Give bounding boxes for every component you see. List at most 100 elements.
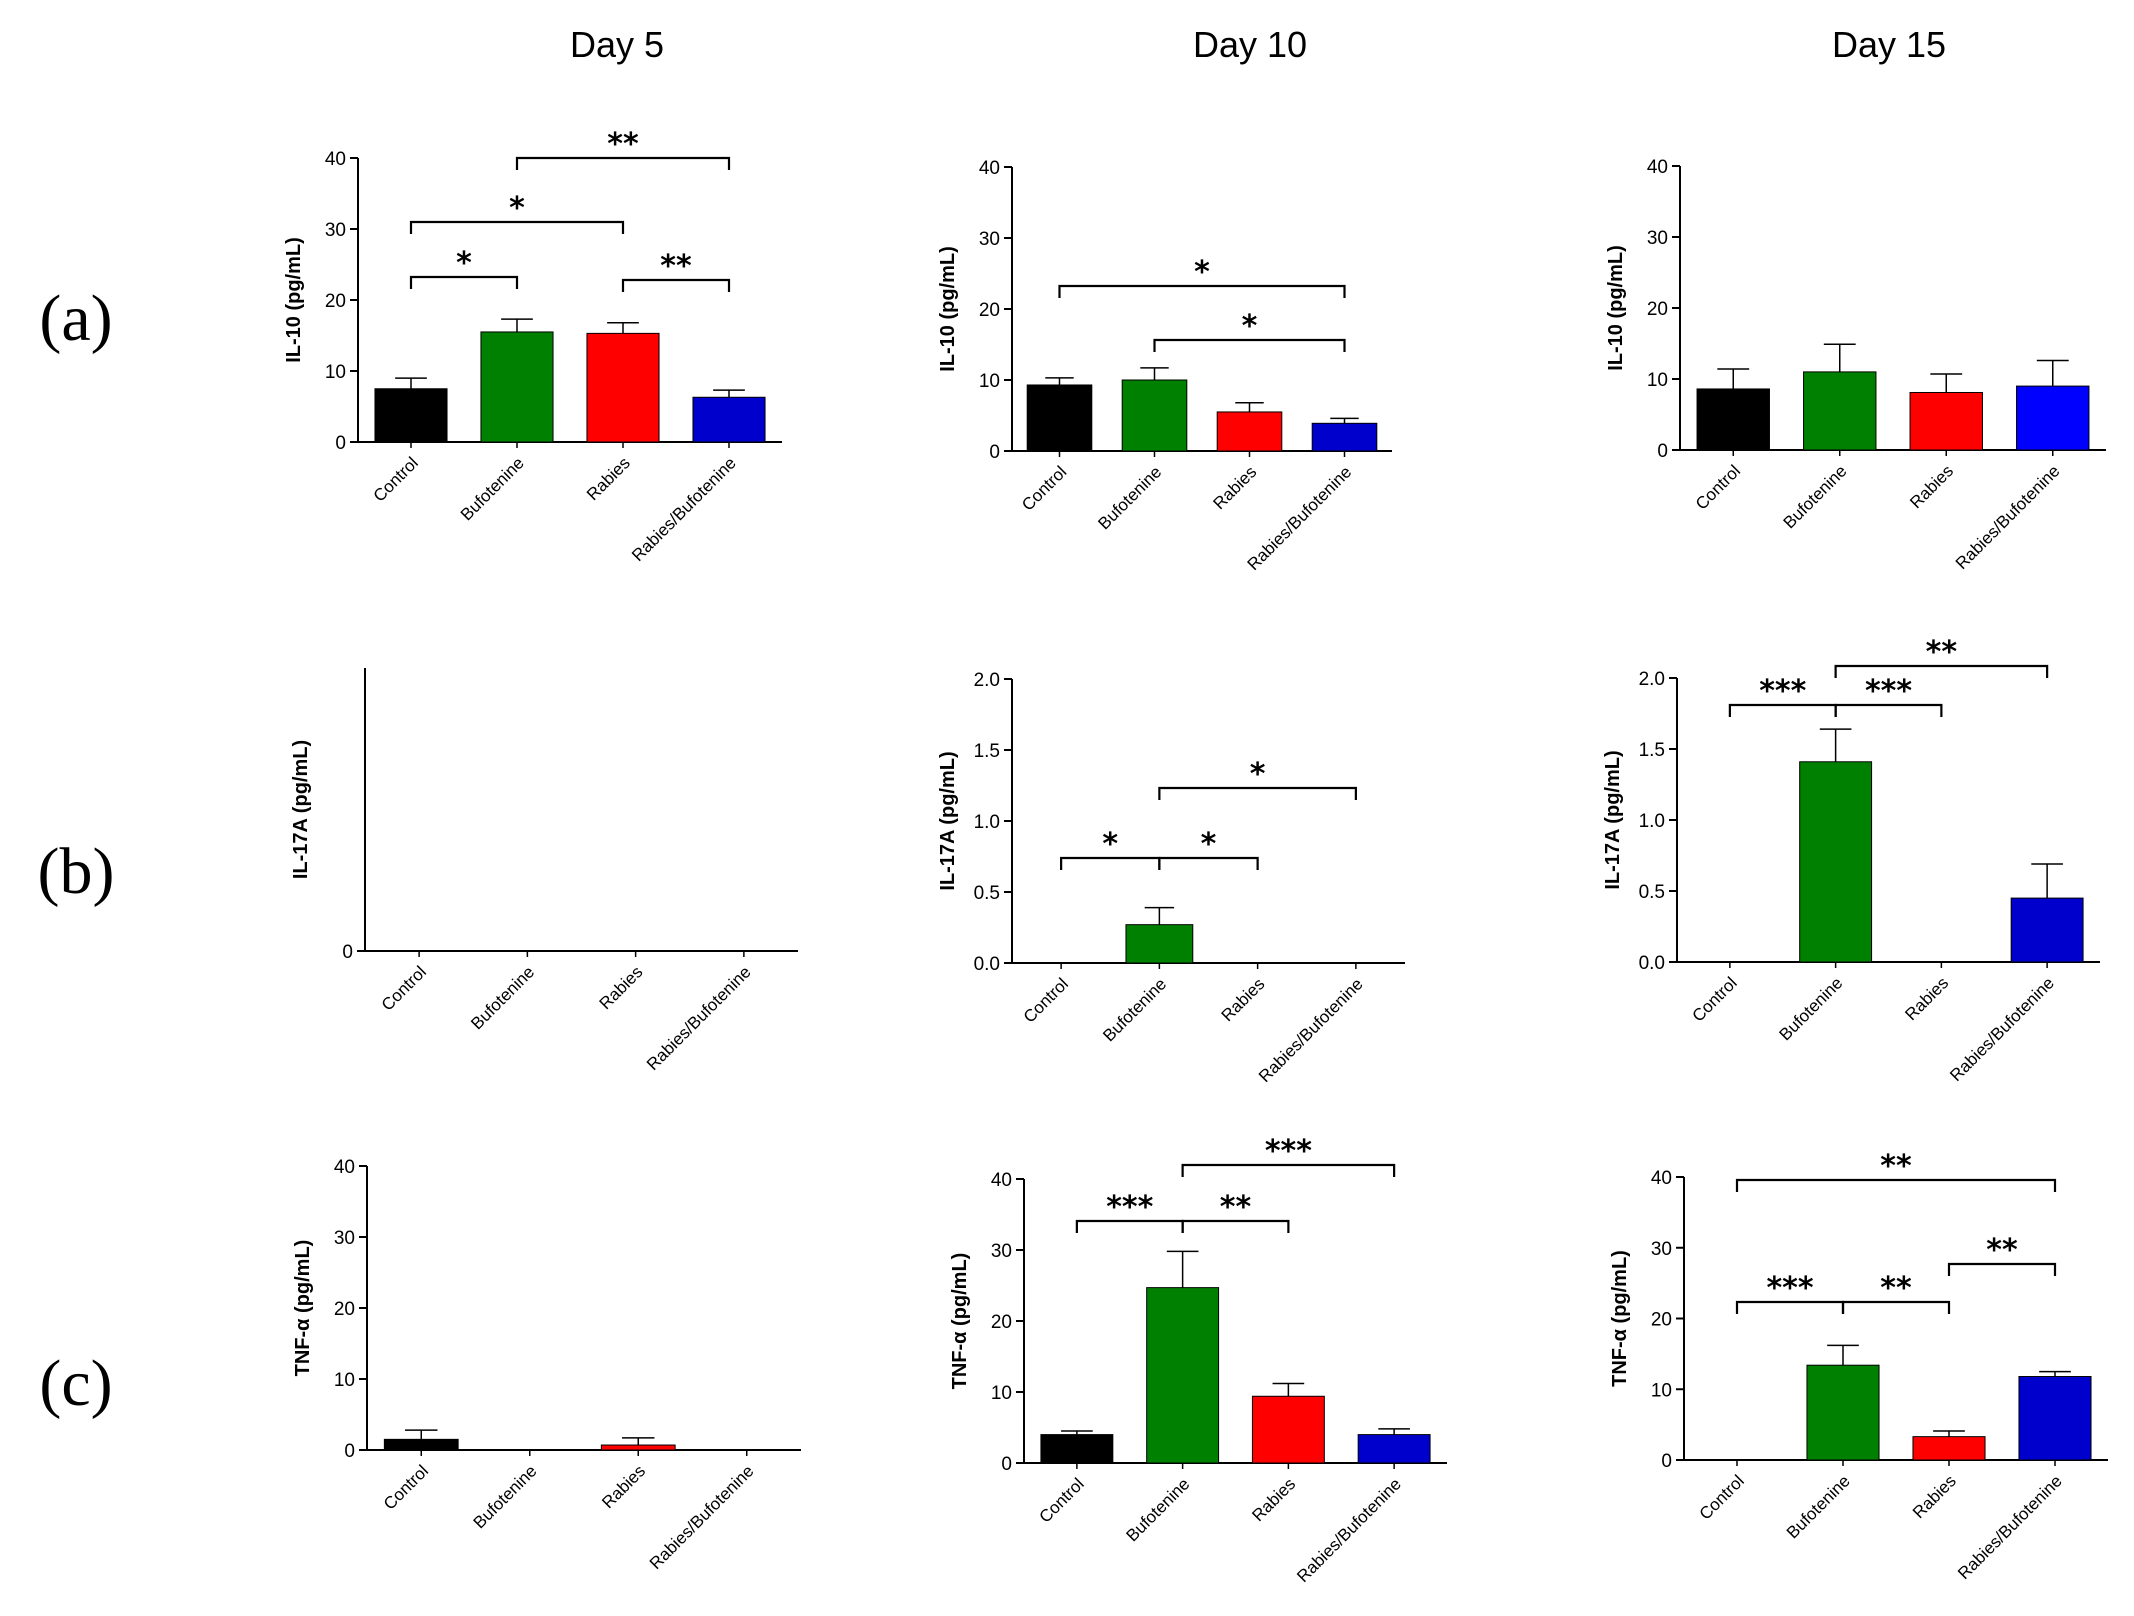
x-tick-label: Rabies [598,1461,649,1512]
x-tick-label: Rabies/Bufotenine [1954,1471,2066,1583]
significance-bracket [1834,703,1943,717]
bar-rabies [1251,1395,1325,1464]
y-tick-label: 10 [1651,1380,1672,1401]
y-axis-label: IL-10 (pg/mL) [937,246,959,372]
x-tick-label: Rabies [1248,1474,1299,1525]
y-tick-label: 40 [991,1170,1012,1191]
significance-label: *** [1265,1134,1312,1169]
x-tick-label: Rabies/Bufotenine [1255,974,1367,1086]
bar-rabies [1909,391,1983,451]
significance-label: *** [1766,1271,1813,1306]
y-tick-label: 0 [344,1441,355,1462]
x-tick-label: Bufotenine [1094,462,1165,533]
y-tick-label: 10 [1647,370,1668,391]
y-tick-label: 10 [979,371,1000,392]
y-tick-label: 30 [991,1241,1012,1262]
y-axis-label: IL-10 (pg/mL) [1605,245,1627,371]
x-tick-label: Rabies [1909,1471,1960,1522]
column-title-day-5: Day 5 [570,24,664,65]
significance-bracket [409,275,519,289]
y-tick-label: 0.0 [1639,953,1665,974]
x-tick-label: Rabies/Bufotenine [1946,973,2058,1085]
chart-panel-a-d10: 0 10 20 30 40 IL-10 (pg/mL) Control Bufotenine R… [937,158,1392,574]
column-title-day-10: Day 10 [1193,24,1307,65]
y-tick-label: 2.0 [974,670,1000,691]
significance-bracket [1841,1300,1951,1314]
bar-rabies [1216,411,1283,452]
significance-bracket [1058,284,1346,298]
y-tick-label: 0 [989,442,1000,463]
bar-control [1040,1434,1114,1464]
y-tick-label: 0.5 [974,883,1000,904]
significance-label: ** [1880,1149,1912,1184]
y-tick-label: 0 [335,433,346,454]
significance-bracket [1153,338,1346,352]
y-tick-label: 1.5 [974,741,1000,762]
y-axis-label: IL-17A (pg/mL) [290,740,312,879]
y-tick-label: 40 [325,149,346,170]
y-axis-label: TNF-α (pg/mL) [949,1253,971,1390]
row-label-a: (a) [39,282,112,355]
y-axis-label: IL-17A (pg/mL) [1602,750,1624,889]
y-tick-label: 10 [334,1370,355,1391]
x-tick-label: Bufotenine [1783,1471,1854,1542]
y-tick-label: 40 [1647,157,1668,178]
x-tick-label: Bufotenine [1776,973,1847,1044]
x-tick-label: Rabies [1218,974,1269,1025]
chart-panel-b-d5: 0 IL-17A (pg/mL) Control Bufotenine RabiesRa… [290,668,798,1074]
bar-rabies-bufotenine [692,396,766,443]
x-tick-label: Control [1036,1474,1088,1526]
column-titles: Day 5 Day 10 Day 15 [570,24,1946,65]
significance-label: ** [1220,1190,1252,1225]
x-tick-label: Bufotenine [1099,974,1170,1045]
significance-label: ** [1880,1271,1912,1306]
significance-bracket [515,156,731,170]
bar-bufotenine [1146,1287,1220,1464]
y-tick-label: 30 [979,229,1000,250]
bar-rabies-bufotenine [1311,422,1378,452]
bar-bufotenine [480,331,554,443]
chart-panel-c-d10: 0 10 20 30 40 TNF-α (pg/mL) Control Bufotenine R… [949,1134,1447,1586]
y-tick-label: 0 [1661,1451,1672,1472]
y-tick-label: 1.5 [1639,740,1665,761]
y-tick-label: 30 [1647,228,1668,249]
y-tick-label: 10 [325,362,346,383]
bar-bufotenine [1125,924,1194,964]
y-tick-label: 30 [325,220,346,241]
x-tick-label: Rabies/Bufotenine [628,453,740,565]
y-tick-label: 0 [342,942,353,963]
significance-label: * [1242,309,1258,344]
x-tick-label: Control [378,962,430,1014]
bar-bufotenine [1803,371,1877,451]
y-tick-label: 20 [1651,1310,1672,1331]
x-tick-label: Rabies/Bufotenine [1952,461,2064,573]
y-tick-label: 20 [325,291,346,312]
x-tick-label: Rabies/Bufotenine [646,1461,758,1573]
bar-rabies [600,1444,676,1451]
bar-rabies-bufotenine [2010,897,2084,963]
y-tick-label: 0 [1001,1454,1012,1475]
significance-bracket [409,220,625,234]
significance-label: ** [660,249,692,284]
significance-label: * [1250,757,1266,792]
significance-label: * [1194,255,1210,290]
bar-bufotenine [1799,761,1873,963]
x-tick-label: Bufotenine [467,962,538,1033]
bar-control [383,1438,459,1451]
bar-control [1026,384,1093,452]
x-tick-label: Control [1689,973,1741,1025]
significance-label: ** [607,127,639,162]
y-tick-label: 2.0 [1639,669,1665,690]
significance-label: *** [1106,1190,1153,1225]
bar-control [374,388,448,443]
significance-label: * [1102,827,1118,862]
y-tick-label: 20 [1647,299,1668,320]
y-axis-label: IL-17A (pg/mL) [937,751,959,890]
y-tick-label: 20 [334,1299,355,1320]
significance-bracket [1735,1178,2057,1192]
y-tick-label: 40 [334,1157,355,1178]
y-tick-label: 40 [979,158,1000,179]
x-tick-label: Bufotenine [1780,461,1851,532]
bar-bufotenine [1806,1364,1880,1461]
